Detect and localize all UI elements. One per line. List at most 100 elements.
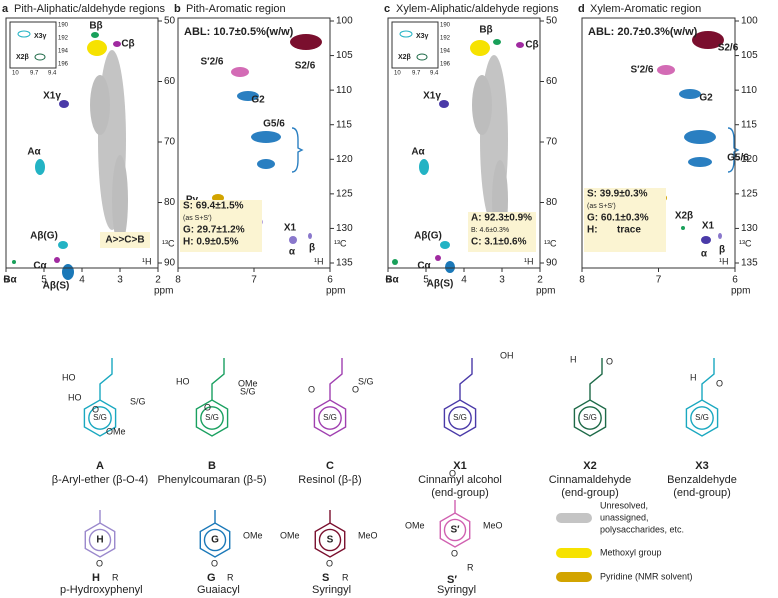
inset-label: X2β bbox=[16, 54, 30, 61]
structure-name: Cinnamaldehyde bbox=[549, 474, 632, 486]
group-label: H bbox=[690, 372, 697, 382]
structure-code: A bbox=[96, 460, 104, 472]
inset-y-tick: 194 bbox=[440, 49, 451, 55]
inset-y-tick: 196 bbox=[440, 62, 451, 68]
unit-name: p-Hydroxyphenyl bbox=[60, 584, 143, 596]
unit-code: S′ bbox=[447, 574, 457, 586]
peak-label: Aβ(S) bbox=[427, 279, 454, 290]
peak-label: α bbox=[289, 247, 296, 258]
group-label: R bbox=[227, 572, 234, 582]
unit-name: Syringyl bbox=[312, 584, 351, 596]
x-tick-label: 6 bbox=[3, 275, 9, 286]
y-tick-label: 80 bbox=[164, 197, 176, 208]
composition-box bbox=[180, 200, 262, 252]
chain bbox=[99, 358, 113, 400]
y-tick-label: 100 bbox=[741, 16, 758, 27]
peak-label: α bbox=[701, 249, 708, 260]
h-axis: ¹H bbox=[142, 256, 152, 266]
inset-peak bbox=[17, 30, 31, 38]
y-tick-label: 70 bbox=[546, 137, 558, 148]
inset-peak bbox=[34, 53, 46, 61]
group-label: O bbox=[352, 384, 359, 394]
legend-text: Pyridine (NMR solvent) bbox=[600, 571, 693, 581]
group-label: OMe bbox=[280, 530, 300, 540]
group-label: OMe bbox=[106, 426, 126, 436]
ring bbox=[314, 522, 346, 558]
ring bbox=[573, 399, 607, 437]
group-label: MeO bbox=[483, 520, 503, 530]
contours-d bbox=[657, 31, 724, 244]
x-tick-label: 4 bbox=[461, 275, 467, 286]
y-tick-label: 115 bbox=[741, 119, 757, 130]
y-tick-label: 120 bbox=[336, 154, 353, 165]
abl: ABL: 10.7±0.5%(w/w) bbox=[184, 26, 294, 38]
ring bbox=[83, 399, 117, 437]
unit-name: Syringyl bbox=[437, 584, 476, 596]
peak-label: Cα bbox=[33, 261, 47, 272]
contours-c bbox=[392, 39, 524, 273]
peak-label: S2/6 bbox=[295, 61, 316, 72]
chain bbox=[589, 358, 603, 400]
peak-label: β bbox=[719, 245, 725, 256]
peak-label: Cα bbox=[417, 261, 431, 272]
x-unit: ppm bbox=[731, 286, 750, 297]
ring-inner bbox=[690, 406, 714, 430]
composition: B: 4.6±0.3% bbox=[471, 227, 509, 234]
y-tick-label: 120 bbox=[741, 154, 758, 165]
structure-code: B bbox=[208, 460, 216, 472]
x-tick-label: 8 bbox=[175, 275, 181, 286]
group-label: OH bbox=[500, 350, 514, 360]
y-tick-label: 125 bbox=[336, 188, 353, 199]
ring-label: S/G bbox=[323, 413, 337, 422]
group-label: O bbox=[606, 356, 613, 366]
peak-label: X1γ bbox=[43, 91, 61, 102]
inset-frame bbox=[9, 21, 57, 69]
structure-name: Benzaldehyde bbox=[667, 474, 737, 486]
structure-code: C bbox=[326, 460, 334, 472]
y-tick-label: 130 bbox=[336, 223, 353, 234]
unit-code: G bbox=[207, 572, 216, 584]
y-tick-label: 100 bbox=[336, 16, 353, 27]
inset-x-tick: 9.4 bbox=[48, 71, 57, 77]
legend-swatch bbox=[556, 513, 592, 523]
c-axis: ¹³C bbox=[544, 238, 557, 248]
peak-label: G5/6 bbox=[263, 119, 285, 130]
y-tick-label: 50 bbox=[164, 16, 176, 27]
inset-label: X3γ bbox=[416, 33, 429, 40]
unit-name: Guaiacyl bbox=[197, 584, 240, 596]
group-label: OMe bbox=[238, 378, 258, 388]
structure-name: Phenylcoumaran (β-5) bbox=[157, 474, 266, 486]
h-axis: ¹H bbox=[719, 256, 729, 266]
group-label: S/G bbox=[130, 396, 146, 406]
group-label: HO bbox=[176, 376, 190, 386]
x-unit: ppm bbox=[536, 286, 555, 297]
chain bbox=[459, 358, 473, 400]
ring bbox=[685, 399, 719, 437]
group-label: R bbox=[467, 562, 474, 572]
x-unit: ppm bbox=[154, 286, 173, 297]
inset-x-tick: 9.4 bbox=[430, 71, 439, 77]
group-label: HO bbox=[68, 392, 82, 402]
composition: C: 3.1±0.6% bbox=[471, 237, 527, 248]
peak-label: Bβ bbox=[479, 25, 492, 36]
x-tick-label: 7 bbox=[251, 275, 257, 286]
c-axis: ¹³C bbox=[162, 238, 175, 248]
brace bbox=[727, 127, 740, 173]
composition: S: 69.4±1.5% bbox=[183, 201, 244, 212]
inset-y-tick: 194 bbox=[58, 49, 69, 55]
inset-label: X3γ bbox=[34, 33, 47, 40]
chain bbox=[211, 358, 225, 400]
ring bbox=[313, 399, 347, 437]
y-tick-label: 80 bbox=[546, 197, 558, 208]
ring bbox=[199, 522, 231, 558]
composition: trace bbox=[617, 225, 641, 236]
x-tick-label: 4 bbox=[79, 275, 85, 286]
ring bbox=[439, 512, 471, 548]
ring-label: G bbox=[211, 535, 219, 546]
group-label: HO bbox=[62, 372, 76, 382]
composition-box bbox=[584, 188, 666, 252]
y-tick-label: 105 bbox=[336, 50, 353, 61]
note-box bbox=[100, 232, 150, 248]
ring-label: S bbox=[327, 535, 334, 546]
inset-frame bbox=[391, 21, 439, 69]
